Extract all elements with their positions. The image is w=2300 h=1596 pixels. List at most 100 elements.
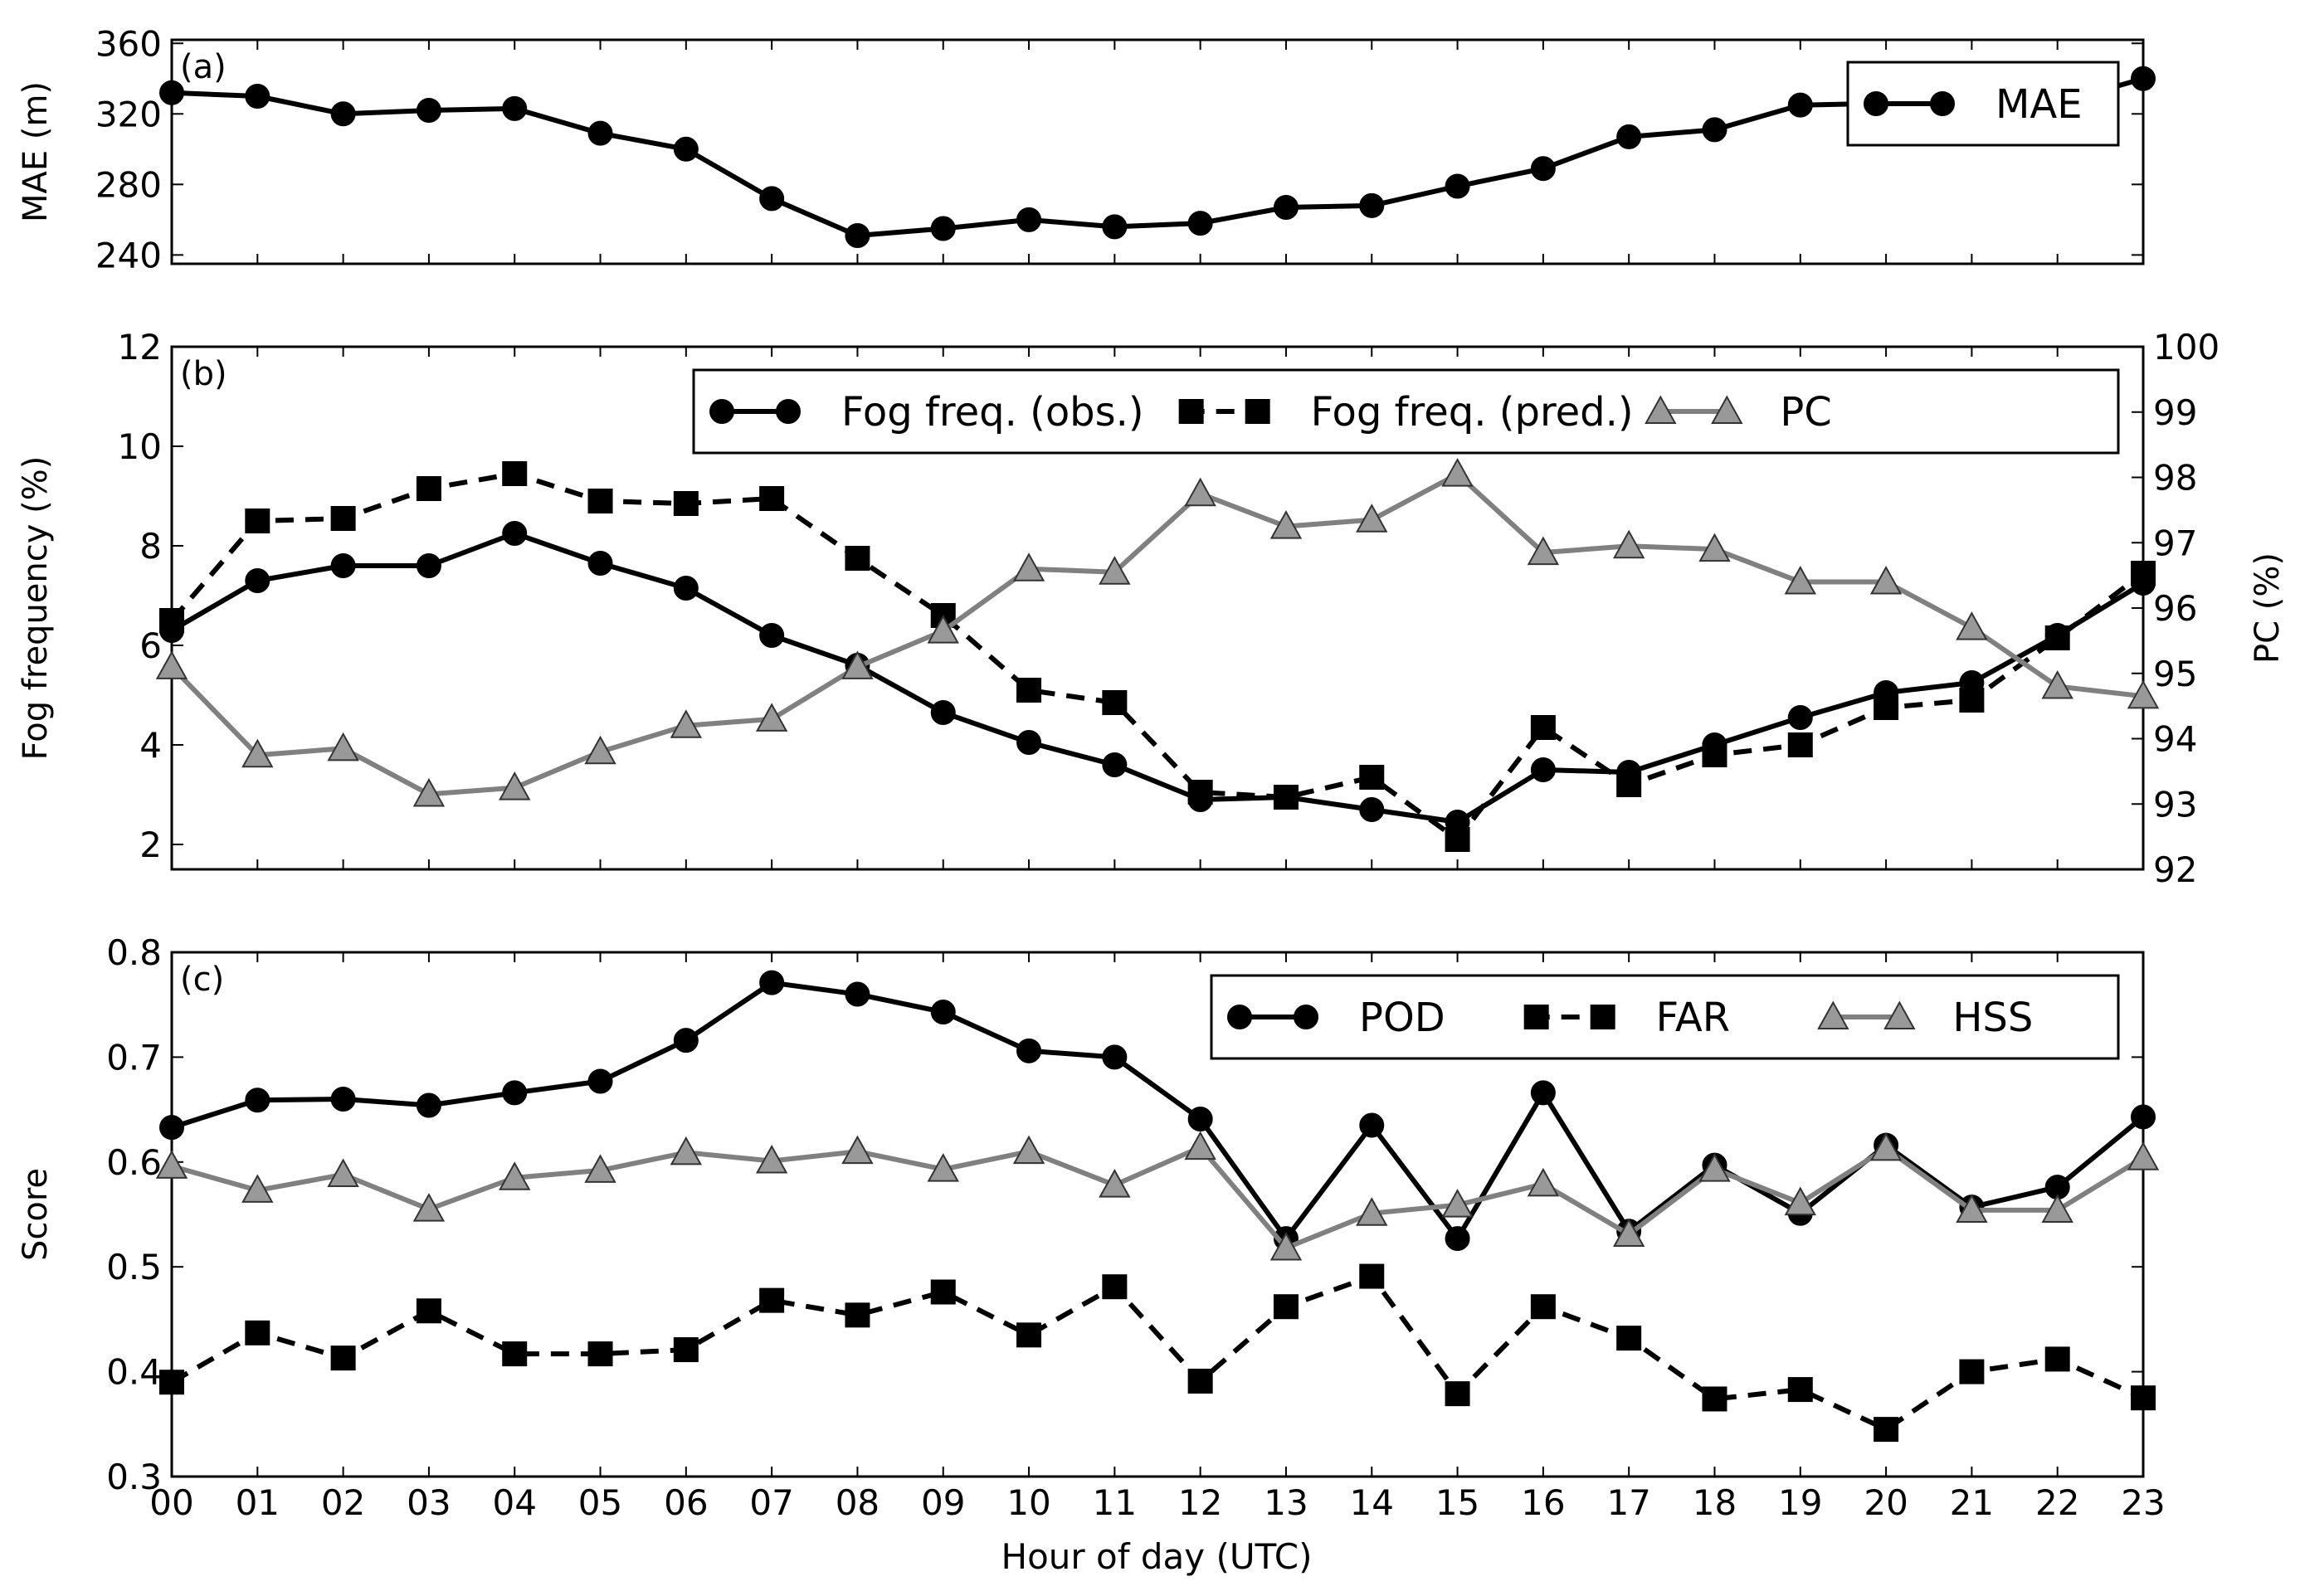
data-point-fog-freq-obs <box>930 700 956 725</box>
data-point-mae <box>673 136 699 162</box>
legend-marker-mae <box>1930 91 1955 116</box>
legend-marker-fog-freq-pred <box>1245 399 1270 424</box>
data-point-pc <box>1356 504 1388 533</box>
data-point-fog-freq-pred <box>1445 827 1470 852</box>
data-point-fog-freq-pred <box>1874 695 1899 720</box>
data-point-hss <box>241 1174 274 1203</box>
legend-a: MAE <box>1846 61 2120 147</box>
data-point-pod <box>845 981 870 1007</box>
data-point-fog-freq-pred <box>2044 625 2070 650</box>
data-point-mae <box>1016 207 1042 232</box>
data-point-hss <box>584 1154 616 1183</box>
x-tick-label: 05 <box>578 1482 622 1523</box>
data-point-hss <box>1612 1218 1645 1248</box>
y-tick-label: 320 <box>95 94 162 134</box>
y-tick-label: 0.6 <box>106 1142 162 1183</box>
series-group-c <box>155 970 2160 1443</box>
data-point-fog-freq-pred <box>1273 785 1299 810</box>
data-point-hss <box>499 1161 531 1190</box>
data-point-mae <box>245 84 270 109</box>
x-tick-label: 00 <box>149 1482 193 1523</box>
series-group-b <box>155 458 2160 852</box>
data-point-pc <box>1184 477 1216 507</box>
data-point-fog-freq-obs <box>1102 752 1128 777</box>
series-line-hss <box>171 1145 2145 1251</box>
data-point-far <box>159 1370 184 1395</box>
x-tick-label: 22 <box>2035 1482 2079 1523</box>
x-tick-label: 23 <box>2121 1482 2165 1523</box>
data-point-fog-freq-pred <box>1530 715 1556 740</box>
data-point-hss <box>1441 1189 1474 1218</box>
data-point-far <box>416 1298 441 1324</box>
data-point-pc <box>1441 458 1474 487</box>
data-point-pod <box>759 970 785 995</box>
y-axis-label: Fog frequency (%) <box>17 456 55 761</box>
plot-frame-a <box>170 38 2145 265</box>
data-point-hss <box>755 1144 788 1174</box>
data-point-far <box>1359 1263 1385 1289</box>
data-point-far <box>2131 1385 2156 1411</box>
data-point-pod <box>2131 1104 2156 1130</box>
data-point-hss <box>1527 1167 1560 1197</box>
data-point-pod <box>1102 1044 1128 1070</box>
data-point-hss <box>2127 1141 2160 1170</box>
legend-c: POD FAR HSS <box>1210 974 2120 1060</box>
data-point-pc <box>1784 565 1816 595</box>
legend-label-far: FAR <box>1656 995 1730 1041</box>
x-tick-label: 21 <box>1950 1482 1994 1523</box>
data-point-pc <box>1099 556 1131 585</box>
x-tick-label: 02 <box>321 1482 365 1523</box>
data-point-fog-freq-pred <box>1787 732 1813 757</box>
data-point-far <box>1445 1381 1470 1407</box>
y-tick-label: 12 <box>118 327 162 367</box>
x-tick-label: 01 <box>236 1482 280 1523</box>
data-point-pc <box>584 735 616 765</box>
data-point-pc <box>1269 510 1303 539</box>
legend-marker-pod <box>1294 1005 1318 1029</box>
data-point-far <box>245 1320 270 1345</box>
panel-b: 2 4 6 8 10 12 92 93 94 95 96 97 98 99 100 PC (%) Fog fre… <box>17 327 2287 890</box>
data-point-pc <box>1012 552 1045 581</box>
data-point-fog-freq-pred <box>1616 772 1642 797</box>
x-tick-label: 13 <box>1264 1482 1308 1523</box>
data-point-pc <box>927 615 959 644</box>
data-point-pod <box>159 1115 184 1141</box>
data-point-fog-freq-pred <box>759 486 785 511</box>
data-point-far <box>1016 1322 1042 1348</box>
data-point-mae <box>1273 194 1299 220</box>
data-point-hss <box>1956 1194 1988 1223</box>
series-line-fog-freq-obs <box>170 531 2145 825</box>
x-tick-label: 17 <box>1606 1482 1650 1523</box>
data-point-far <box>330 1345 356 1371</box>
data-point-hss <box>327 1158 359 1187</box>
data-point-mae <box>2131 66 2156 91</box>
data-point-mae <box>1359 192 1385 218</box>
data-point-hss <box>155 1150 188 1179</box>
data-point-far <box>1959 1359 1985 1384</box>
y-tick-label-right: 100 <box>2153 327 2220 367</box>
data-point-fog-freq-pred <box>845 546 870 571</box>
data-point-fog-freq-obs <box>330 553 356 578</box>
y-tick-label: 0.5 <box>106 1247 162 1287</box>
y-tick-label: 0.3 <box>106 1457 162 1497</box>
data-point-pod <box>587 1068 613 1094</box>
panel-label-c: (c) <box>180 961 224 999</box>
data-point-pod <box>416 1092 441 1118</box>
data-point-pc <box>841 650 874 679</box>
x-tick-label: 07 <box>749 1482 793 1523</box>
panel-a: 240 280 320 360 MAE (m) (a) MAE <box>17 23 2156 275</box>
data-point-far <box>587 1341 613 1367</box>
legend-b: Fog freq. (obs.) Fog freq. (pred.) PC <box>692 368 2120 455</box>
legend-label-pod: POD <box>1359 995 1445 1041</box>
y-tick-label: 4 <box>139 725 162 766</box>
data-point-pod <box>673 1028 699 1053</box>
data-point-mae <box>1187 211 1213 236</box>
x-tick-label: 19 <box>1778 1482 1822 1523</box>
panel-c: 00 01 02 03 04 05 06 07 08 09 10 11 12 13 14 15 16 17 18 19… <box>17 932 2166 1523</box>
panel-label-b: (b) <box>180 355 227 393</box>
data-point-mae <box>587 120 613 146</box>
legend-marker-hss <box>1883 1000 1916 1029</box>
y-tick-label-right: 96 <box>2153 588 2197 629</box>
data-point-hss <box>1269 1231 1303 1261</box>
legend-label-pc: PC <box>1780 389 1831 435</box>
